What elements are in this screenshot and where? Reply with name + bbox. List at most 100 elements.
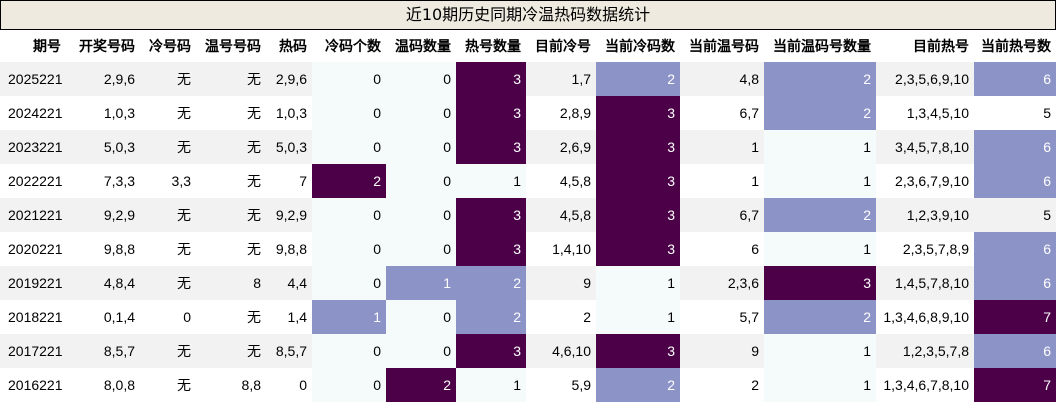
column-header[interactable]: 冷码个数 bbox=[312, 30, 386, 62]
table-cell: 2 bbox=[764, 198, 876, 232]
table-cell: 1,2,3,5,7,8 bbox=[876, 334, 974, 368]
table-row[interactable]: 2021221 9,2,9 无无 9,2,9 0 0 3 4,5,8 3 6,7 2 1,2,3,9,… bbox=[0, 198, 1056, 232]
table-cell: 6 bbox=[680, 232, 764, 266]
table-cell: 2 bbox=[312, 164, 386, 198]
table-cell: 3 bbox=[596, 96, 680, 130]
table-cell: 1,4,10 bbox=[526, 232, 596, 266]
table-cell: 4,6,10 bbox=[526, 334, 596, 368]
column-header[interactable]: 热号数量 bbox=[456, 30, 526, 62]
table-cell: 0 bbox=[386, 62, 456, 96]
column-header[interactable]: 温码数量 bbox=[386, 30, 456, 62]
table-cell: 0 bbox=[312, 368, 386, 402]
column-header[interactable]: 当前热号数 bbox=[974, 30, 1056, 62]
table-title: 近10期历史同期冷温热码数据统计 bbox=[0, 0, 1056, 30]
table-cell: 0,1,4 bbox=[66, 300, 140, 334]
table-cell: 无 bbox=[196, 130, 266, 164]
table-cell: 2021221 bbox=[0, 198, 66, 232]
table-cell: 2,9,6 bbox=[66, 62, 140, 96]
table-cell: 2016221 bbox=[0, 368, 66, 402]
table-cell: 1,2,3,9,10 bbox=[876, 198, 974, 232]
column-header[interactable]: 当前冷码数 bbox=[596, 30, 680, 62]
table-cell: 3 bbox=[596, 164, 680, 198]
column-header[interactable]: 期号 bbox=[0, 30, 66, 62]
table-row[interactable]: 2019221 4,8,4 无 8 4,4 0 1 2 9 1 2,3,6 3 1,4,5,7,8,10… bbox=[0, 266, 1056, 300]
table-cell: 2 bbox=[596, 62, 680, 96]
column-header[interactable]: 温号号码 bbox=[196, 30, 266, 62]
table-cell: 0 bbox=[140, 300, 196, 334]
table-cell: 8,5,7 bbox=[66, 334, 140, 368]
table-cell: 1,0,3 bbox=[266, 96, 312, 130]
column-header[interactable]: 当前温号码 bbox=[680, 30, 764, 62]
table-cell: 2019221 bbox=[0, 266, 66, 300]
table-cell: 1,7 bbox=[526, 62, 596, 96]
table-cell: 4,4 bbox=[266, 266, 312, 300]
table-cell: 无 bbox=[140, 96, 196, 130]
column-header[interactable]: 热码 bbox=[266, 30, 312, 62]
table-cell: 3 bbox=[456, 62, 526, 96]
column-header[interactable]: 开奖号码 bbox=[66, 30, 140, 62]
table-row[interactable]: 2022221 7,3,3 3,3 无 7 2 0 1 4,5,8 3 1 1 2,3,6,7,9,10… bbox=[0, 164, 1056, 198]
column-header[interactable]: 当前温码号数量 bbox=[764, 30, 876, 62]
table-cell: 2024221 bbox=[0, 96, 66, 130]
table-cell: 9,8,8 bbox=[66, 232, 140, 266]
table-cell: 4,5,8 bbox=[526, 164, 596, 198]
table-cell: 1,0,3 bbox=[66, 96, 140, 130]
table-cell: 7 bbox=[266, 164, 312, 198]
table-cell: 5 bbox=[974, 198, 1056, 232]
table-cell: 2023221 bbox=[0, 130, 66, 164]
table-cell: 4,8 bbox=[680, 62, 764, 96]
table-cell: 0 bbox=[312, 232, 386, 266]
table-cell: 9,2,9 bbox=[66, 198, 140, 232]
table-cell: 3,3 bbox=[140, 164, 196, 198]
table-cell: 6 bbox=[974, 164, 1056, 198]
table-cell: 2 bbox=[680, 368, 764, 402]
table-cell: 2025221 bbox=[0, 62, 66, 96]
table-row[interactable]: 2023221 5,0,3 无无 5,0,3 0 0 3 2,6,9 3 1 1 3,4,5,7,8,… bbox=[0, 130, 1056, 164]
column-header[interactable]: 目前冷号 bbox=[526, 30, 596, 62]
table-cell: 1,4 bbox=[266, 300, 312, 334]
table-row[interactable]: 2024221 1,0,3 无无 1,0,3 0 0 3 2,8,9 3 6,7 2 1,3,4,5,… bbox=[0, 96, 1056, 130]
table-cell: 2 bbox=[764, 300, 876, 334]
table-cell: 无 bbox=[140, 130, 196, 164]
table-row[interactable]: 2017221 8,5,7 无无 8,5,7 0 0 3 4,6,10 3 9 1 1,2,3,5,7… bbox=[0, 334, 1056, 368]
table-cell: 3 bbox=[596, 232, 680, 266]
table-cell: 无 bbox=[140, 334, 196, 368]
table-cell: 8,5,7 bbox=[266, 334, 312, 368]
table-cell: 2,3,6 bbox=[680, 266, 764, 300]
table-row[interactable]: 2018221 0,1,4 0 无 1,4 1 0 2 2 1 5,7 2 1,3,4,6,8,9,10… bbox=[0, 300, 1056, 334]
table-row[interactable]: 2020221 9,8,8 无无 9,8,8 0 0 3 1,4,10 3 6 1 2,3,5,7,8… bbox=[0, 232, 1056, 266]
table-cell: 5,7 bbox=[680, 300, 764, 334]
table-cell: 3 bbox=[596, 198, 680, 232]
table-cell: 1 bbox=[764, 130, 876, 164]
table-row[interactable]: 2016221 8,0,8 无 8,8 0 0 2 1 5,9 2 2 1 1,3,4,6,7,8,10… bbox=[0, 368, 1056, 402]
table-cell: 0 bbox=[386, 130, 456, 164]
column-header[interactable]: 目前热号 bbox=[876, 30, 974, 62]
table-cell: 3 bbox=[456, 96, 526, 130]
table-cell: 1 bbox=[764, 164, 876, 198]
table-cell: 0 bbox=[312, 62, 386, 96]
table-cell: 1 bbox=[456, 164, 526, 198]
table-cell: 6 bbox=[974, 334, 1056, 368]
table-cell: 6 bbox=[974, 130, 1056, 164]
table-cell: 1 bbox=[312, 300, 386, 334]
table-cell: 7,3,3 bbox=[66, 164, 140, 198]
table-cell: 无 bbox=[140, 232, 196, 266]
table-cell: 8 bbox=[196, 266, 266, 300]
table-cell: 2,3,6,7,9,10 bbox=[876, 164, 974, 198]
table-row[interactable]: 2025221 2,9,6 无无 2,9,6 0 0 3 1,7 2 4,8 2 2,3,5,6,9,… bbox=[0, 62, 1056, 96]
table-cell: 2,6,9 bbox=[526, 130, 596, 164]
table-cell: 0 bbox=[386, 164, 456, 198]
column-header[interactable]: 冷号码 bbox=[140, 30, 196, 62]
table-cell: 无 bbox=[196, 232, 266, 266]
table-cell: 1 bbox=[456, 368, 526, 402]
table-cell: 2 bbox=[456, 266, 526, 300]
table-body: 2025221 2,9,6 无无 2,9,6 0 0 3 1,7 2 4,8 2 2,3,5,6,9,… bbox=[0, 62, 1056, 402]
table-cell: 9 bbox=[680, 334, 764, 368]
table-cell: 0 bbox=[312, 334, 386, 368]
table-cell: 5 bbox=[974, 96, 1056, 130]
table-cell: 8,0,8 bbox=[66, 368, 140, 402]
table-cell: 0 bbox=[312, 198, 386, 232]
table-cell: 1 bbox=[596, 266, 680, 300]
table-cell: 2 bbox=[456, 300, 526, 334]
stats-table: 期号 开奖号码 冷号码 温号号码 热码 冷码个数 温码数量 热号数量 目前冷号 当前冷码数 当前温号… bbox=[0, 30, 1056, 402]
